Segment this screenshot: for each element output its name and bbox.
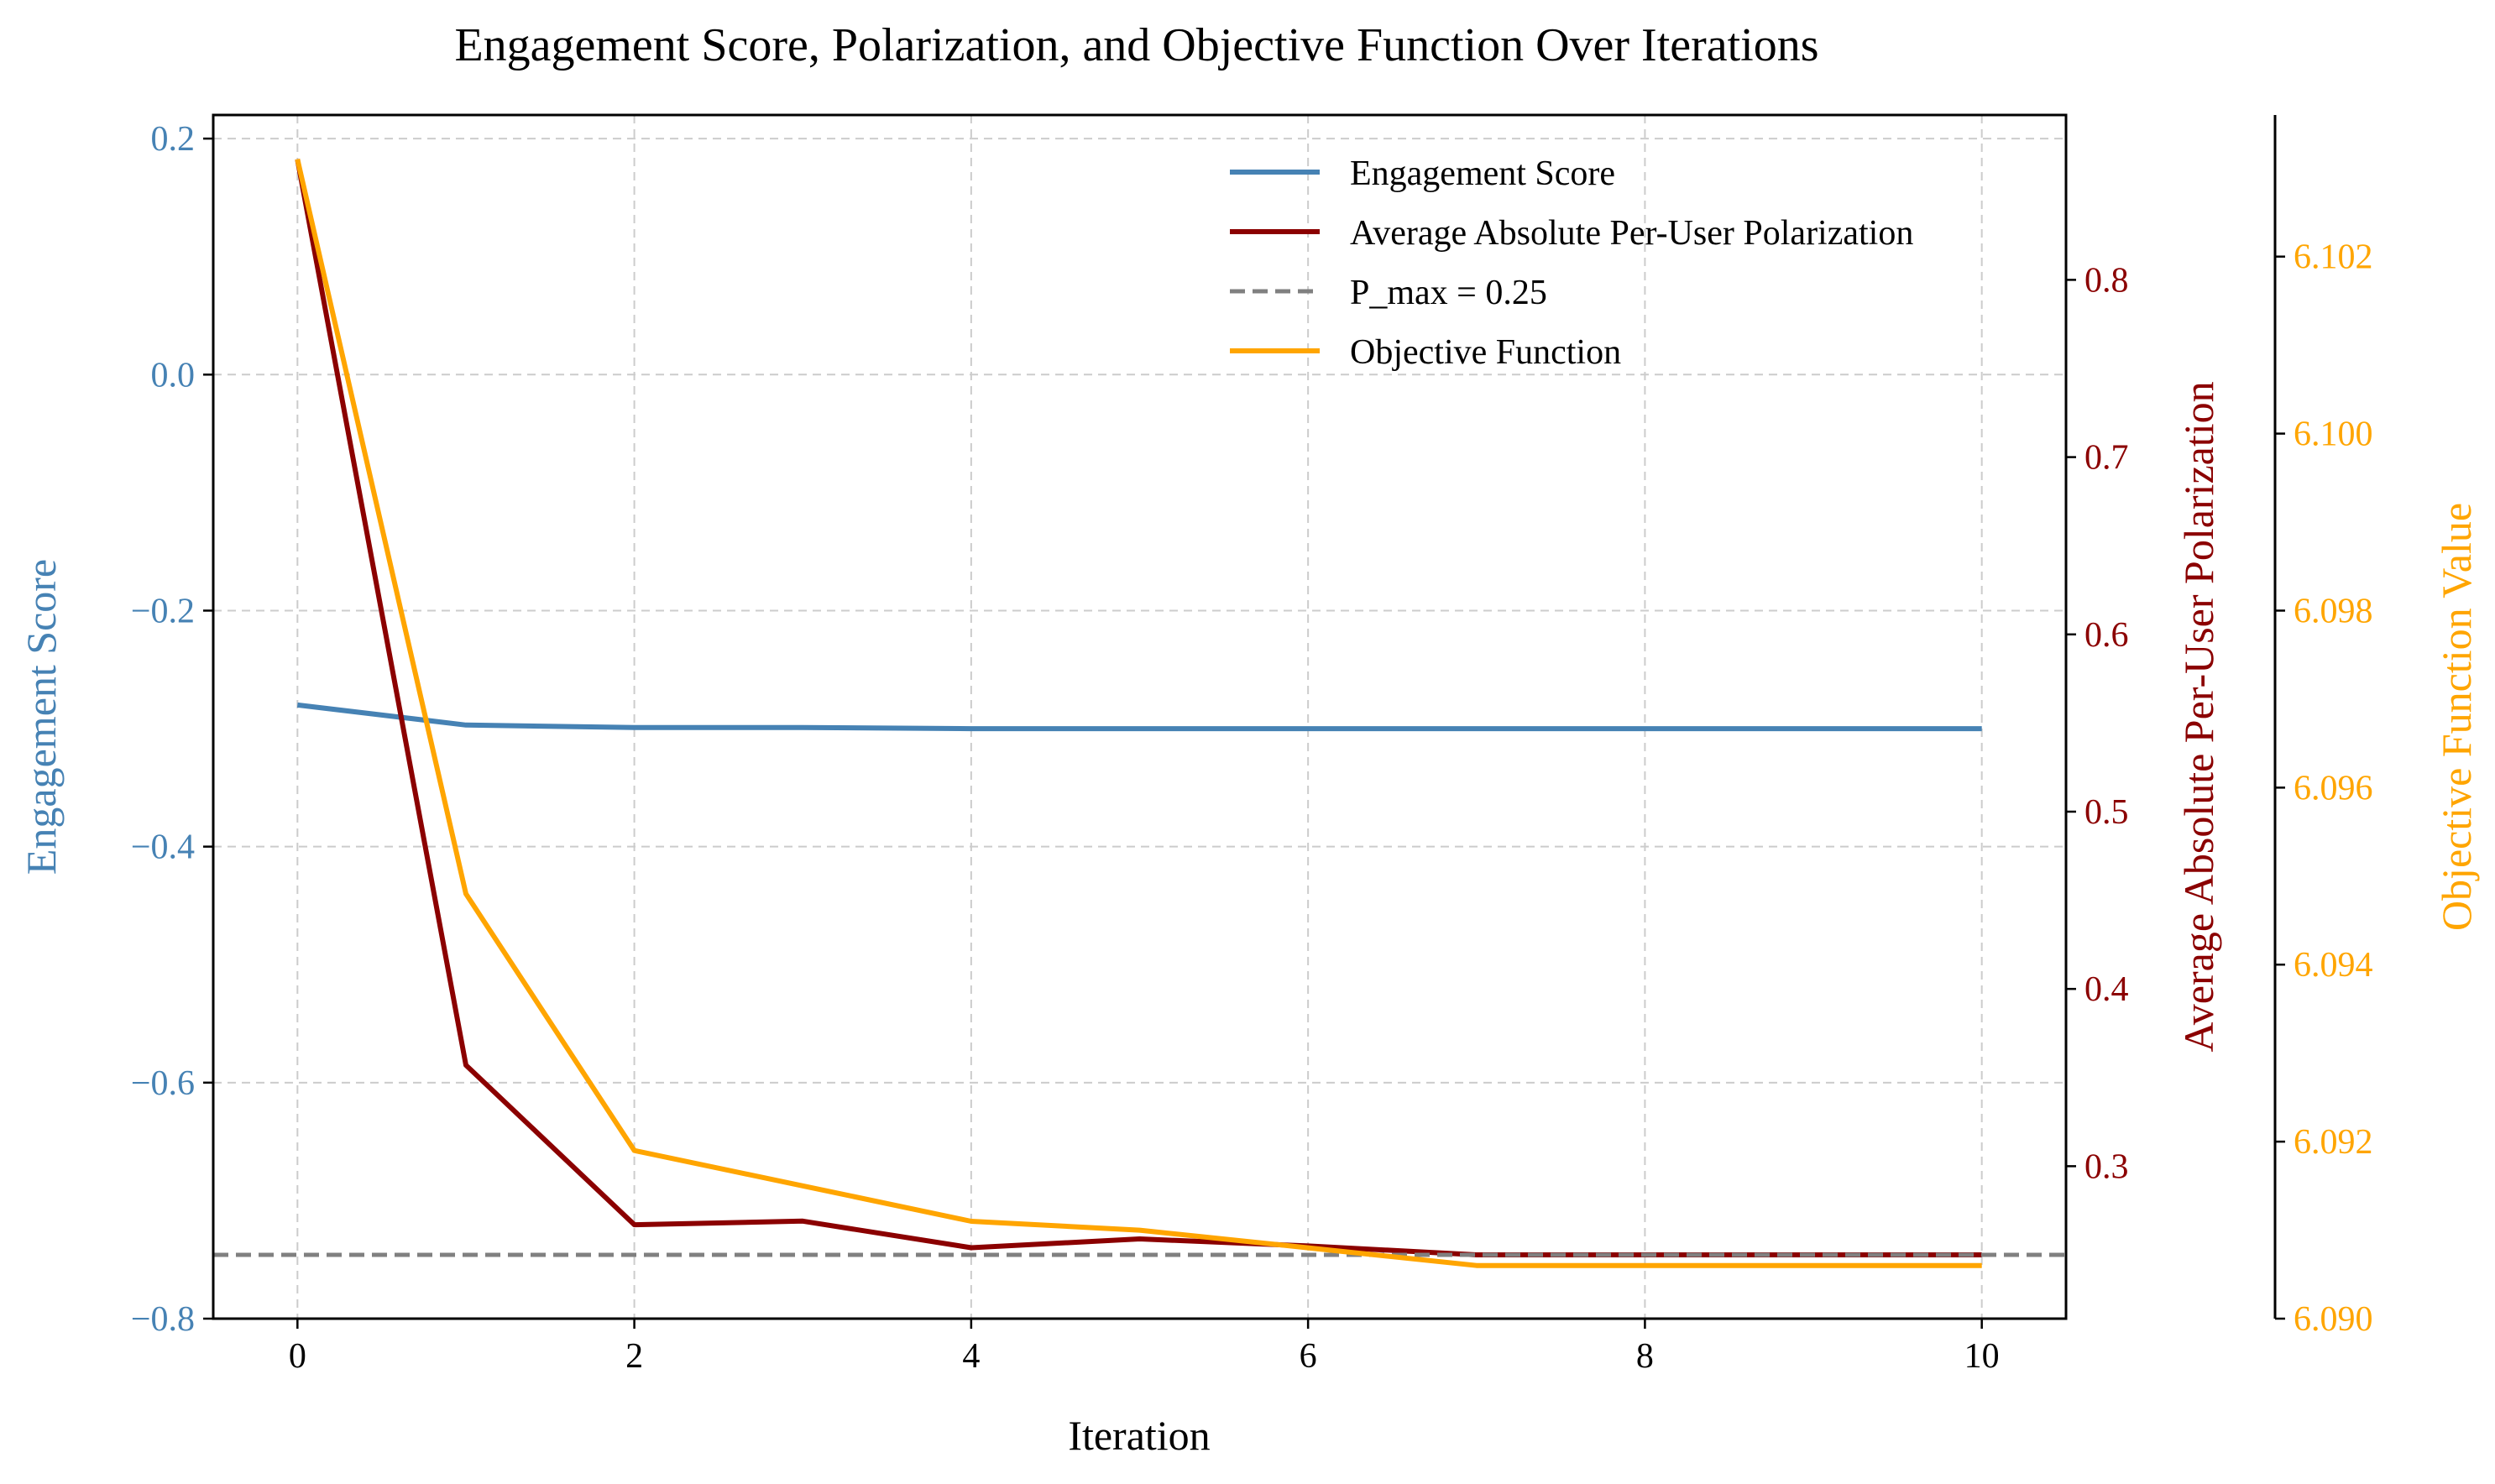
engagement-tick-label: 0.2 bbox=[151, 120, 196, 159]
objective-tick-label: 6.096 bbox=[2294, 769, 2373, 807]
objective-tick-label: 6.094 bbox=[2294, 946, 2373, 985]
engagement-tick-label: −0.8 bbox=[131, 1300, 195, 1339]
polarization-axis-ticks: 0.3 0.4 0.5 0.6 0.7 0.8 bbox=[2066, 261, 2129, 1186]
objective-tick-label: 6.102 bbox=[2294, 238, 2373, 277]
x-tick-label: 0 bbox=[289, 1337, 306, 1376]
x-tick-label: 6 bbox=[1300, 1337, 1317, 1376]
plot-frame bbox=[212, 113, 2068, 1320]
objective-axis-ticks: 6.090 6.092 6.094 6.096 6.098 6.100 6.102 bbox=[2275, 238, 2373, 1339]
x-tick-label: 2 bbox=[625, 1337, 643, 1376]
engagement-axis-ticks: 0.2 0.0 −0.2 −0.4 −0.6 −0.8 bbox=[131, 120, 213, 1339]
series-objective-function-line bbox=[295, 159, 1982, 1268]
x-tick-label: 10 bbox=[1964, 1337, 2000, 1376]
polarization-tick-label: 0.3 bbox=[2084, 1147, 2129, 1186]
objective-tick-label: 6.098 bbox=[2294, 592, 2373, 630]
plot-lines bbox=[213, 159, 2066, 1268]
engagement-tick-label: −0.4 bbox=[131, 828, 195, 867]
polarization-tick-label: 0.5 bbox=[2084, 793, 2129, 832]
objective-tick-label: 6.090 bbox=[2294, 1300, 2373, 1339]
polarization-tick-label: 0.6 bbox=[2084, 616, 2129, 655]
polarization-tick-label: 0.7 bbox=[2084, 439, 2129, 478]
series-engagement-score-line bbox=[296, 702, 1982, 732]
chart-title: Engagement Score, Polarization, and Obje… bbox=[454, 19, 1818, 71]
legend-label-engagement-score: Engagement Score bbox=[1350, 154, 1615, 193]
legend-label-objective-function: Objective Function bbox=[1350, 333, 1621, 372]
x-tick-label: 4 bbox=[962, 1337, 980, 1376]
x-axis-label: Iteration bbox=[1068, 1412, 1210, 1459]
polarization-tick-label: 0.8 bbox=[2084, 261, 2129, 300]
polarization-axis-label: Average Absolute Per-User Polarization bbox=[2175, 381, 2222, 1052]
engagement-tick-label: −0.6 bbox=[131, 1064, 195, 1103]
engagement-tick-label: −0.2 bbox=[131, 592, 195, 630]
legend-label-p-max-0-25: P_max = 0.25 bbox=[1350, 274, 1547, 312]
engagement-axis-label: Engagement Score bbox=[18, 559, 65, 875]
x-axis-ticks: 0 2 4 6 8 10 bbox=[289, 1319, 2000, 1376]
polarization-tick-label: 0.4 bbox=[2084, 970, 2129, 1009]
x-tick-label: 8 bbox=[1636, 1337, 1654, 1376]
legend-label-average-absolute-per-user-polarization: Average Absolute Per-User Polarization bbox=[1350, 214, 1913, 253]
engagement-tick-label: 0.0 bbox=[151, 356, 196, 395]
objective-axis-label: Objective Function Value bbox=[2433, 503, 2480, 931]
objective-tick-label: 6.100 bbox=[2294, 415, 2373, 454]
objective-tick-label: 6.092 bbox=[2294, 1123, 2373, 1162]
legend: Engagement Score Average Absolute Per-Use… bbox=[1230, 154, 1913, 372]
